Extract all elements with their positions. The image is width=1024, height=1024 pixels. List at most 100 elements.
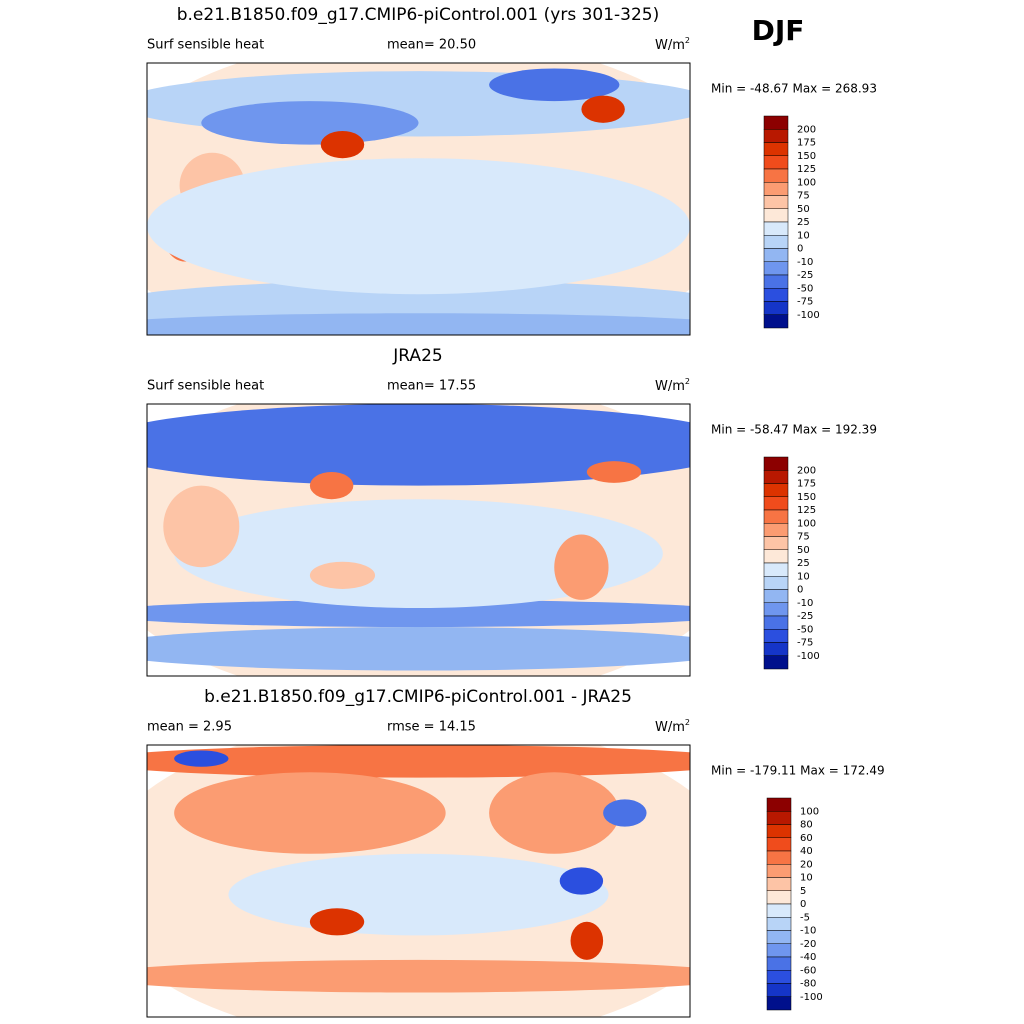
map-frame [146, 62, 691, 336]
colorbar-box [763, 496, 789, 511]
colorbar-label: -75 [797, 297, 813, 308]
colorbar-box [763, 602, 789, 617]
center-label: mean= 20.50 [387, 38, 476, 53]
colorbar-label: 0 [797, 585, 803, 596]
colorbar-label: -10 [800, 926, 816, 937]
colorbar-box [763, 301, 789, 315]
colorbar-box [763, 235, 789, 249]
colorbar-label: -25 [797, 611, 813, 622]
map-frame [146, 403, 691, 677]
units-sup: 2 [685, 377, 690, 386]
map [147, 745, 690, 1017]
map-frame [146, 744, 691, 1018]
left-label: mean = 2.95 [147, 720, 232, 735]
colorbar-label: 75 [797, 191, 810, 202]
colorbar-label: 200 [797, 465, 816, 476]
colorbar-box [763, 562, 789, 577]
colorbar-label: -60 [800, 965, 816, 976]
colorbar-box [763, 655, 789, 670]
field-region [586, 461, 642, 483]
units-label: W/m2 [655, 718, 690, 735]
units-label: W/m2 [655, 377, 690, 394]
colorbar-box [763, 549, 789, 564]
colorbar-label: 175 [797, 479, 816, 490]
units-label: W/m2 [655, 36, 690, 53]
colorbar-box [763, 221, 789, 236]
colorbar-label: 40 [800, 846, 813, 857]
colorbar-label: 50 [797, 545, 810, 556]
colorbar-label: -5 [800, 912, 810, 923]
colorbar-box [766, 970, 792, 984]
field-region [320, 131, 365, 159]
colorbar-box [763, 523, 789, 537]
field-region [603, 799, 647, 827]
field-region [147, 404, 690, 486]
field-region [147, 158, 690, 295]
field-region [174, 750, 229, 767]
field-region [309, 561, 376, 589]
colorbar-box [763, 615, 789, 630]
field-region [489, 772, 620, 854]
colorbar-box [763, 483, 789, 497]
field-region [147, 313, 690, 335]
min-max: Min = -179.11 Max = 172.49 [711, 764, 885, 778]
colorbar-label: 0 [797, 244, 803, 255]
field-region [570, 921, 604, 960]
units-sup: 2 [685, 718, 690, 727]
colorbar-label: 75 [797, 532, 810, 543]
colorbar-box [763, 155, 789, 170]
colorbar-box [766, 890, 792, 905]
colorbar-box [766, 983, 792, 997]
field-region [559, 867, 604, 895]
colorbar-label: -80 [800, 979, 816, 990]
colorbar-label: -50 [797, 283, 813, 294]
colorbar-label: 10 [797, 230, 810, 241]
left-label: Surf sensible heat [147, 38, 264, 53]
colorbar-box [766, 824, 792, 838]
field-region [201, 101, 419, 145]
colorbar-label: 100 [797, 177, 816, 188]
colorbar-label: 125 [797, 164, 816, 175]
colorbar-box [766, 797, 792, 812]
panel-title: JRA25 [392, 346, 442, 366]
colorbar-label: -10 [797, 257, 813, 268]
colorbar-label: 80 [800, 820, 813, 831]
colorbar-label: -25 [797, 270, 813, 281]
colorbar-box [763, 314, 789, 329]
colorbar-label: 25 [797, 217, 810, 228]
min-max: Min = -58.47 Max = 192.39 [711, 423, 877, 437]
colorbar-box [763, 589, 789, 603]
colorbar-box [766, 903, 792, 918]
colorbar-label: 5 [800, 886, 806, 897]
colorbar-box [763, 509, 789, 524]
colorbar-box [766, 850, 792, 865]
colorbar-box [763, 642, 789, 656]
colorbar-box [763, 248, 789, 262]
colorbar-box [763, 470, 789, 484]
colorbar-box [766, 943, 792, 958]
colorbar-box [766, 956, 792, 971]
units-base: W/m [655, 720, 685, 735]
field-region [309, 472, 354, 500]
field-region [147, 745, 690, 778]
colorbar-box [763, 208, 789, 223]
field-region [174, 772, 446, 854]
colorbar-label: 10 [797, 571, 810, 582]
colorbar-label: 200 [797, 124, 816, 135]
colorbar-label: 175 [797, 138, 816, 149]
field-region [174, 499, 663, 608]
panel-title: b.e21.B1850.f09_g17.CMIP6-piControl.001 … [204, 687, 632, 707]
colorbar-box [763, 195, 789, 209]
colorbar-box [763, 261, 789, 276]
colorbar-box [763, 536, 789, 550]
colorbar-label: 20 [800, 859, 813, 870]
season-label: DJF [752, 14, 805, 47]
colorbar-label: 150 [797, 151, 816, 162]
panel-title: b.e21.B1850.f09_g17.CMIP6-piControl.001 … [177, 5, 660, 25]
colorbar-box [766, 837, 792, 852]
colorbar-box [763, 576, 789, 590]
colorbar-box [763, 129, 789, 143]
colorbar-box [763, 629, 789, 643]
colorbar-label: -50 [797, 624, 813, 635]
field-region [147, 959, 690, 993]
